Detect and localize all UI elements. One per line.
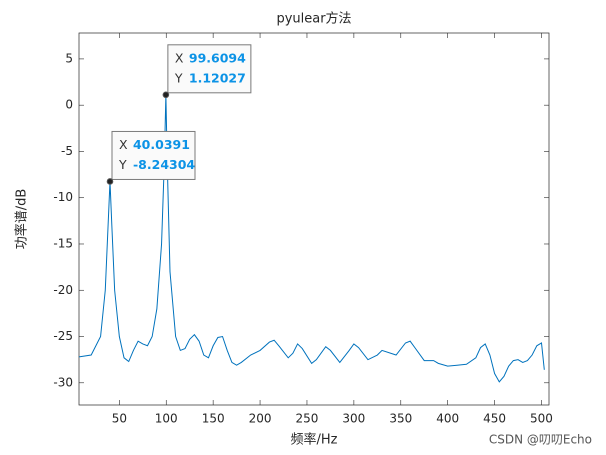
datatip-key: X — [119, 137, 128, 152]
x-tick-label: 100 — [155, 412, 178, 426]
x-tick-label: 500 — [530, 412, 553, 426]
datatip-value: 40.0391 — [133, 137, 190, 152]
y-tick-label: 0 — [65, 98, 73, 112]
datatip-value: -8.24304 — [133, 157, 195, 172]
datatip-box — [167, 44, 252, 94]
x-axis-label: 频率/Hz — [291, 432, 338, 448]
y-tick-label: -30 — [53, 375, 73, 389]
datatip-box — [111, 130, 196, 180]
datatip-marker — [162, 91, 170, 99]
y-tick-label: -5 — [61, 144, 73, 158]
x-tick-label: 400 — [436, 412, 459, 426]
x-tick-label: 450 — [483, 412, 506, 426]
datatip-value: 1.12027 — [189, 70, 246, 85]
x-tick-label: 250 — [296, 412, 319, 426]
datatip-key: Y — [174, 70, 183, 85]
y-axis-label: 功率谱/dB — [14, 189, 30, 250]
datatip-marker — [106, 178, 114, 185]
x-tick-label: 50 — [112, 412, 127, 426]
y-tick-label: -25 — [53, 329, 73, 343]
y-tick-label: 5 — [65, 51, 73, 65]
watermark: CSDN @叨叨Echo — [489, 433, 592, 447]
y-tick-label: -15 — [53, 236, 73, 250]
x-tick-label: 150 — [202, 412, 225, 426]
datatip-value: 99.6094 — [189, 50, 246, 65]
x-tick-label: 200 — [249, 412, 272, 426]
datatip-key: X — [175, 50, 184, 65]
datatip-key: Y — [118, 157, 127, 172]
y-tick-label: -10 — [53, 190, 73, 204]
plot-area — [78, 32, 550, 406]
x-tick-label: 300 — [342, 412, 365, 426]
chart-title: pyulear方法 — [276, 11, 351, 27]
x-tick-label: 350 — [389, 412, 412, 426]
line — [78, 94, 545, 383]
y-tick-label: -20 — [53, 283, 73, 297]
